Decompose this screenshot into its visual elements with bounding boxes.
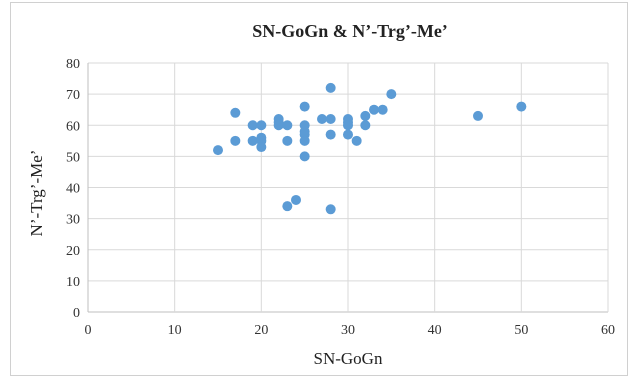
- x-tick-label: 40: [428, 323, 442, 338]
- data-point: [247, 120, 258, 131]
- data-point: [325, 204, 336, 215]
- data-point: [299, 135, 310, 146]
- x-axis-label: SN-GoGn: [314, 349, 383, 368]
- data-point: [343, 120, 353, 131]
- x-tick-label: 30: [341, 323, 355, 338]
- data-point: [247, 135, 258, 146]
- data-point: [273, 120, 284, 131]
- data-point: [360, 110, 371, 121]
- data-point: [299, 101, 310, 112]
- x-tick-label: 0: [85, 323, 92, 338]
- y-tick-label: 50: [66, 150, 80, 165]
- data-point: [291, 194, 301, 205]
- data-point: [377, 104, 388, 115]
- data-point: [299, 151, 310, 162]
- x-tick-label: 50: [514, 323, 528, 338]
- data-point: [213, 145, 223, 156]
- data-point: [351, 135, 362, 146]
- data-point: [360, 120, 371, 131]
- x-tick-label: 60: [601, 323, 615, 338]
- data-point: [386, 89, 397, 100]
- data-point: [325, 129, 336, 140]
- data-point: [516, 101, 527, 112]
- chart-title: SN-GoGn & N’-Trg’-Me’: [252, 21, 448, 41]
- data-points: [213, 82, 527, 215]
- y-tick-label: 60: [66, 119, 80, 134]
- data-point: [325, 82, 336, 93]
- data-point: [325, 114, 336, 125]
- y-tick-label: 0: [73, 306, 80, 321]
- x-tick-label: 10: [168, 323, 182, 338]
- data-point: [230, 107, 241, 118]
- y-tick-label: 10: [66, 275, 80, 290]
- data-point: [343, 129, 353, 140]
- data-point: [473, 110, 483, 121]
- y-tick-label: 30: [66, 213, 80, 228]
- y-tick-label: 20: [66, 244, 80, 259]
- y-tick-label: 80: [66, 57, 80, 72]
- data-point: [282, 135, 293, 146]
- data-point: [230, 135, 241, 146]
- tick-labels: 0 10 20 30 40 50 60 70 80 0 10 20 30 40 50 60: [66, 57, 615, 338]
- chart-frame: SN-GoGn & N’-Trg’-Me’ 0 10 20 30 40 50 60 70 80 0…: [10, 2, 628, 376]
- y-tick-label: 40: [66, 182, 80, 197]
- data-point: [317, 114, 327, 125]
- data-point: [282, 120, 293, 131]
- data-point: [256, 142, 267, 153]
- y-tick-label: 70: [66, 88, 80, 103]
- data-point: [282, 201, 293, 212]
- x-tick-label: 20: [254, 323, 268, 338]
- grid-lines: [87, 62, 609, 313]
- data-point: [256, 120, 267, 131]
- scatter-chart: SN-GoGn & N’-Trg’-Me’ 010203040506070800…: [27, 21, 615, 368]
- data-point: [369, 104, 379, 115]
- y-axis-label: N’-Trg’-Me’: [27, 150, 46, 237]
